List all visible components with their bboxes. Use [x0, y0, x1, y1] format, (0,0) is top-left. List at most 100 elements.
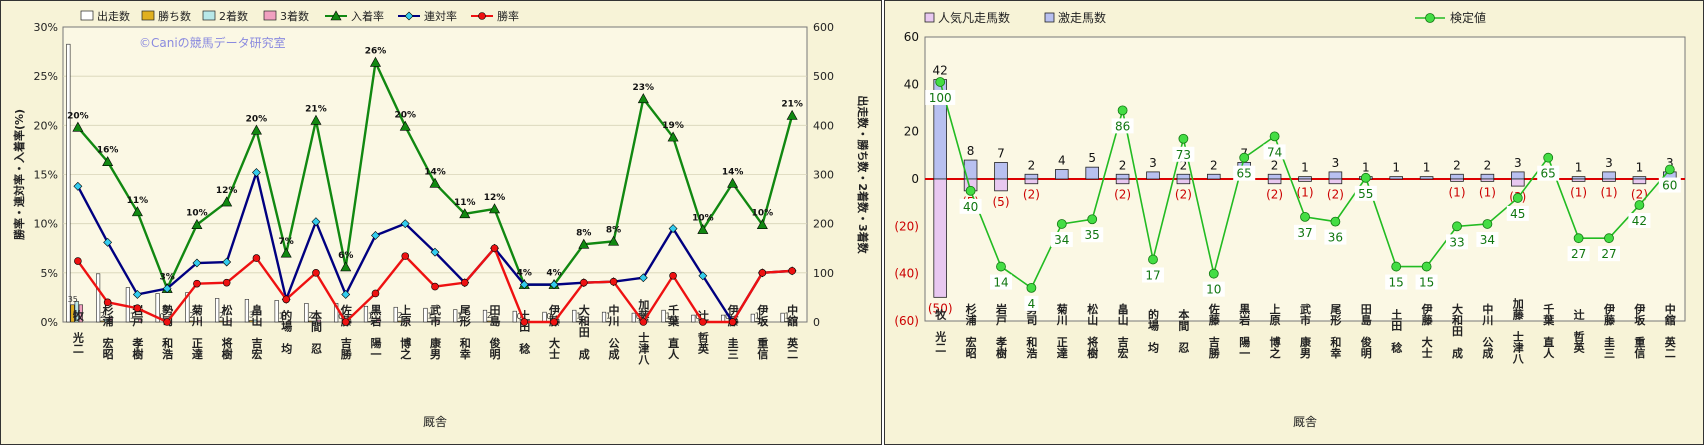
data-point	[252, 254, 261, 262]
data-point	[1360, 172, 1371, 183]
bar-data-label: 3	[1666, 156, 1674, 170]
bar	[363, 305, 369, 323]
category-tick-label: 黒岩 陽一	[369, 304, 383, 359]
legend-marker	[330, 10, 342, 21]
point-data-label: 15	[1419, 276, 1434, 290]
point-label-box	[1354, 185, 1377, 201]
category-tick-label: 伊坂 重信	[1633, 302, 1647, 359]
point-data-label: 21%	[305, 104, 327, 114]
x-axis-title: 厩舎	[1293, 415, 1317, 429]
bar	[1024, 173, 1039, 180]
bar-data-label: 0	[517, 312, 522, 321]
bar	[96, 273, 101, 323]
bar-data-label: 2	[487, 311, 492, 320]
bar-data-label: (2)	[1023, 188, 1040, 202]
bar-data-label: (1)	[1601, 185, 1618, 199]
legend-entry: 3着数	[263, 9, 309, 23]
bar-data-label: 2	[1180, 158, 1188, 172]
bar	[1146, 171, 1160, 180]
legend-entry: 検定値	[1415, 10, 1486, 25]
bar-data-label: 2	[189, 311, 194, 320]
bar	[572, 309, 577, 323]
bar-data-label: 5	[1088, 151, 1096, 165]
bar-data-label: (5)	[993, 195, 1010, 209]
bar	[1267, 173, 1282, 180]
bar	[1176, 173, 1191, 180]
bar	[661, 309, 666, 323]
bar	[1480, 178, 1495, 182]
bar	[185, 292, 190, 323]
bar-data-label: 1	[1362, 161, 1370, 175]
bar-data-label: (2)	[1266, 188, 1283, 202]
point-data-label: 6%	[338, 251, 353, 261]
legend-entry: 人気凡走馬数	[924, 10, 1010, 25]
point-data-label: 17	[1145, 268, 1160, 282]
data-point	[193, 279, 201, 288]
category-tick-label: 畠山 吉宏	[1116, 302, 1129, 359]
data-point	[667, 131, 679, 142]
point-data-label: 65	[1237, 167, 1252, 181]
bar-data-label: 2	[1453, 158, 1461, 172]
category-tick-label: 佐藤 吉勝	[1207, 302, 1221, 359]
data-point	[549, 280, 559, 290]
point-data-label: 34	[1480, 233, 1495, 247]
data-point	[340, 261, 352, 272]
left-axis-tick-label: (20)	[894, 219, 919, 233]
data-point	[1634, 200, 1645, 210]
point-data-label: 86	[1115, 119, 1130, 133]
bar	[108, 317, 113, 323]
point-data-label: 8%	[606, 225, 621, 235]
point-data-label: 11%	[127, 196, 149, 206]
data-point	[489, 203, 501, 214]
data-point	[1664, 164, 1675, 175]
data-point	[1482, 219, 1493, 229]
left-axis-tick-label: 15%	[34, 169, 58, 182]
right-axis-tick-label: 300	[813, 169, 834, 182]
category-tick-label: 中川 公成	[1481, 302, 1495, 359]
left-axis-tick-label: 20%	[34, 119, 58, 132]
category-tick-label: 黒岩 陽一	[1238, 303, 1252, 358]
bar-data-label: (2)	[1114, 188, 1131, 202]
legend-entry: 出走数	[80, 9, 130, 23]
left-axis-tick-label: 40	[904, 77, 919, 91]
data-point	[1239, 152, 1250, 163]
category-tick-label: 中舘 英二	[786, 303, 800, 359]
left-axis-tick-label: 0%	[41, 316, 58, 329]
point-data-label: 55	[1358, 187, 1373, 201]
data-point	[103, 237, 113, 247]
x-axis-title: 厩舎	[423, 415, 447, 429]
data-point	[1512, 193, 1523, 203]
data-point	[401, 252, 410, 260]
category-tick-label: 岩戸 孝樹	[131, 303, 145, 360]
category-tick-label: 的場 均	[280, 309, 293, 355]
data-point	[698, 271, 708, 281]
legend-marker	[478, 12, 486, 20]
bar	[1450, 173, 1464, 180]
point-data-label: 35	[1085, 228, 1100, 242]
left-axis-tick-label: (60)	[894, 314, 919, 328]
legend-swatch	[1044, 12, 1055, 23]
bar	[219, 320, 224, 323]
bar	[312, 320, 317, 323]
data-point	[1543, 152, 1554, 163]
data-point	[162, 284, 172, 293]
bar-data-label: 0	[160, 312, 165, 321]
point-data-label: 10	[1206, 283, 1221, 297]
point-label-box	[1506, 205, 1529, 221]
bar	[244, 299, 249, 323]
data-point	[191, 219, 203, 229]
category-tick-label: 菊川 正達	[190, 303, 204, 360]
category-tick-label: 田島 俊明	[1359, 303, 1372, 359]
data-point	[460, 278, 469, 287]
bar	[334, 303, 339, 323]
bar	[215, 298, 220, 323]
bar-data-label: 1	[1301, 161, 1309, 175]
data-point	[788, 267, 796, 275]
point-data-label: 15	[1389, 276, 1404, 290]
point-label-box	[959, 198, 982, 214]
point-data-label: 100	[929, 91, 952, 105]
data-point	[102, 156, 114, 167]
legend-entry: 勝率	[471, 9, 519, 23]
data-point	[669, 271, 677, 280]
left-axis-title: 勝率・連対率・入着率(%)	[12, 109, 26, 240]
